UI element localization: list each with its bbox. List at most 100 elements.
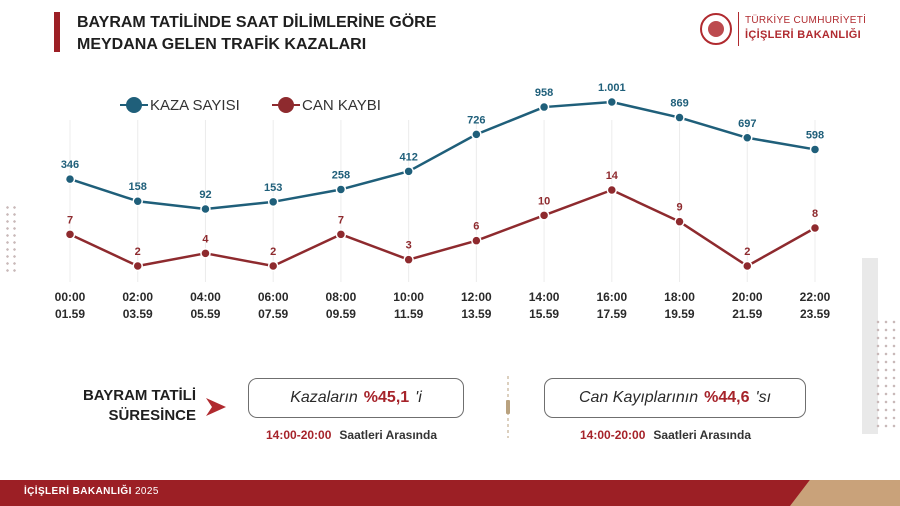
data-label: 8: [812, 208, 818, 220]
deaths-suffix: 'sı: [755, 389, 772, 406]
summary-divider: [506, 376, 510, 438]
data-label: 2: [270, 246, 276, 258]
x-tick-label: 00:00 01.59: [54, 290, 86, 321]
data-label: 3: [406, 240, 412, 252]
accidents-prefix: Kazaların: [290, 389, 358, 406]
data-point: [809, 144, 821, 155]
data-point: [335, 184, 347, 195]
data-label: 4: [202, 233, 209, 245]
data-label: 258: [332, 169, 350, 181]
data-label: 92: [199, 189, 211, 201]
logo-divider: [738, 12, 739, 46]
data-point: [742, 260, 753, 272]
data-point: [471, 235, 482, 246]
data-point: [335, 229, 347, 240]
footer-bar: [0, 480, 900, 506]
deaths-prefix: Can Kayıplarının: [578, 389, 699, 406]
data-point: [64, 229, 76, 240]
x-tick-label: 02:00 03.59: [122, 290, 154, 321]
title-accent-bar: [54, 12, 60, 52]
data-point: [64, 173, 76, 185]
data-point: [809, 222, 821, 234]
deaths-time-text: Saatleri Arasında: [653, 428, 751, 442]
data-point: [606, 96, 618, 108]
series-line-can: [69, 188, 816, 268]
series-line-kaza: [69, 100, 816, 211]
legend-label-can: CAN KAYBI: [302, 96, 381, 114]
title-line-1: BAYRAM TATİLİNDE SAAT DİLİMLERİNE GÖRE: [77, 14, 437, 31]
footer-org: İÇİŞLERİ BAKANLIĞI: [24, 486, 132, 497]
x-tick-label: 14:00 15.59: [528, 290, 560, 321]
data-label: 726: [467, 114, 485, 126]
footer-year: 2025: [134, 486, 159, 497]
accidents-percent: %45,1: [363, 389, 410, 406]
x-tick-label: 12:00 13.59: [461, 290, 492, 321]
data-point: [132, 260, 143, 272]
data-label: 346: [61, 159, 79, 171]
data-point: [403, 254, 414, 265]
data-point: [267, 196, 279, 208]
data-point: [606, 184, 618, 196]
legend-marker-can-icon: [272, 94, 300, 116]
x-tick-label: 20:00 21.59: [731, 290, 763, 321]
data-label: 10: [538, 195, 550, 207]
data-point: [403, 166, 414, 177]
x-tick-label: 04:00 05.59: [190, 290, 221, 321]
data-point: [200, 248, 211, 259]
data-label: 2: [744, 246, 750, 258]
accidents-summary-box: Kazaların %45,1 'i: [248, 378, 464, 418]
data-label: 598: [806, 129, 824, 141]
accidents-time-range: 14:00-20:00 Saatleri Arasında: [266, 428, 437, 442]
data-point: [538, 101, 550, 113]
data-label: 697: [738, 118, 756, 130]
accidents-time: 14:00-20:00: [266, 428, 332, 442]
legend-label-kaza: KAZA SAYISI: [150, 96, 240, 114]
period-label-line-1: BAYRAM TATİLİ: [82, 387, 196, 404]
title-line-2: MEYDANA GELEN TRAFİK KAZALARI: [77, 36, 367, 53]
decorative-dot-pattern-left: [4, 204, 18, 274]
data-point: [267, 260, 279, 272]
x-tick-label: 18:00 19.59: [664, 290, 695, 321]
data-label: 14: [606, 170, 619, 182]
page-title: BAYRAM TATİLİNDE SAAT DİLİMLERİNE GÖRE M…: [77, 12, 497, 56]
data-point: [742, 132, 753, 144]
org-name-line-2: İÇİŞLERİ BAKANLIĞI: [745, 29, 862, 41]
deaths-time: 14:00-20:00: [580, 428, 646, 442]
data-point: [471, 129, 482, 140]
org-name-line-1: TÜRKİYE CUMHURİYETİ: [745, 15, 867, 26]
arrow-right-icon: [206, 398, 226, 416]
ministry-seal-icon: [700, 13, 732, 45]
legend-marker-kaza-icon: [120, 94, 148, 116]
data-label: 153: [264, 182, 282, 194]
x-tick-label: 22:00 23.59: [799, 290, 831, 321]
data-label: 7: [67, 214, 73, 226]
x-tick-label: 16:00 17.59: [596, 290, 628, 321]
deaths-time-range: 14:00-20:00 Saatleri Arasında: [580, 428, 751, 442]
deaths-summary-box: Can Kayıplarının %44,6 'sı: [544, 378, 806, 418]
legend-item-kaza: KAZA SAYISI: [120, 94, 240, 116]
period-label-line-2: SÜRESİNCE: [108, 407, 196, 424]
data-point: [132, 195, 143, 207]
data-label: 9: [676, 202, 682, 214]
accidents-time-text: Saatleri Arasında: [339, 428, 437, 442]
data-label: 958: [535, 87, 553, 99]
footer-accent: [790, 480, 900, 506]
data-label: 1.001: [598, 82, 626, 94]
decorative-dot-pattern-right: [874, 318, 900, 428]
data-label: 869: [670, 98, 688, 110]
accidents-suffix: 'i: [415, 389, 422, 406]
deaths-percent: %44,6: [704, 389, 750, 406]
data-label: 2: [135, 246, 141, 258]
data-label: 6: [473, 221, 479, 233]
data-point: [674, 112, 685, 123]
footer-text: İÇİŞLERİ BAKANLIĞI 2025: [24, 486, 159, 497]
data-label: 158: [129, 181, 147, 193]
data-point: [674, 216, 685, 227]
data-point: [200, 203, 211, 215]
period-label: BAYRAM TATİLİ SÜRESİNCE: [66, 386, 196, 426]
data-label: 7: [338, 214, 344, 226]
data-label: 412: [399, 151, 417, 163]
legend-item-can: CAN KAYBI: [272, 94, 381, 116]
x-tick-label: 10:00 11.59: [393, 290, 424, 321]
